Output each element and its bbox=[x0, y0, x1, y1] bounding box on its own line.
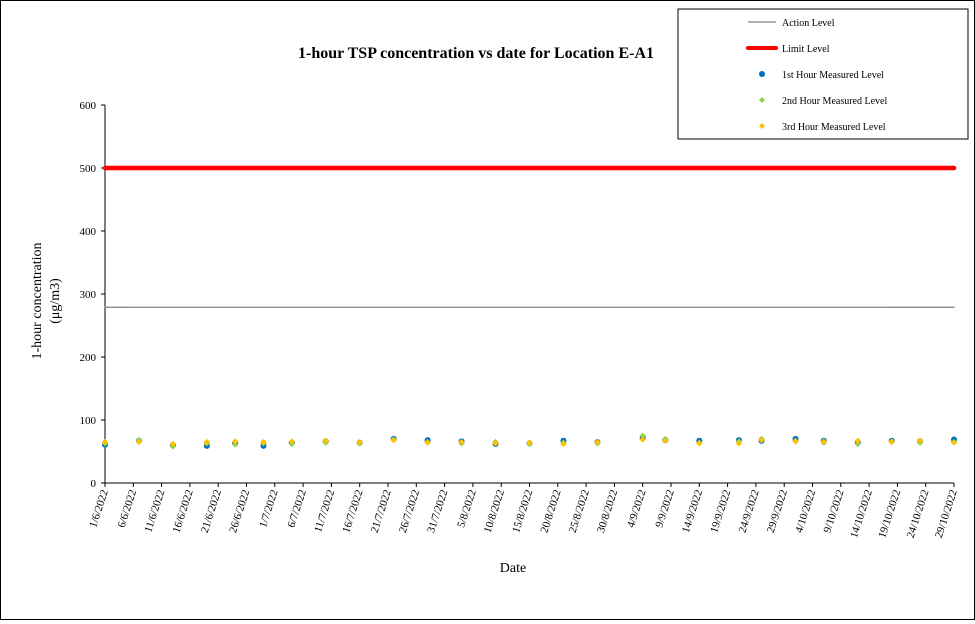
x-tick-label: 16/7/2022 bbox=[340, 488, 365, 534]
x-tick-label: 9/9/2022 bbox=[653, 488, 677, 529]
x-tick-label: 25/8/2022 bbox=[567, 488, 592, 534]
series-3-point bbox=[888, 438, 895, 445]
x-tick-label: 26/6/2022 bbox=[227, 488, 252, 534]
x-tick-label: 20/8/2022 bbox=[538, 488, 563, 534]
legend-limit-level: Limit Level bbox=[782, 44, 830, 55]
chart-title: 1-hour TSP concentration vs date for Loc… bbox=[298, 45, 654, 62]
y-tick-label: 0 bbox=[91, 478, 97, 490]
series-3-point bbox=[560, 440, 567, 448]
x-tick-label: 6/7/2022 bbox=[285, 488, 309, 529]
y-tick-label: 500 bbox=[80, 163, 97, 175]
x-tick-label: 30/8/2022 bbox=[595, 488, 620, 534]
x-tick-label: 11/6/2022 bbox=[142, 488, 167, 534]
series-3-point bbox=[203, 438, 211, 446]
series-3-point bbox=[288, 438, 295, 445]
y-tick-label: 300 bbox=[80, 289, 97, 301]
x-tick-label: 24/10/2022 bbox=[905, 488, 932, 539]
series-3-point bbox=[594, 438, 601, 446]
x-tick-label: 31/7/2022 bbox=[425, 488, 450, 534]
y-tick-label: 600 bbox=[80, 100, 97, 112]
series-3-point bbox=[424, 439, 431, 446]
series-3-point bbox=[662, 437, 669, 444]
x-tick-label: 14/10/2022 bbox=[848, 488, 875, 539]
y-tick-label: 100 bbox=[80, 415, 97, 427]
x-tick-label: 29/10/2022 bbox=[933, 488, 960, 539]
series-3-point bbox=[916, 437, 924, 444]
series-3-point bbox=[169, 440, 177, 448]
x-tick-label: 14/9/2022 bbox=[680, 488, 705, 534]
series-3-point bbox=[792, 438, 799, 445]
series-3-point bbox=[390, 436, 397, 444]
series-3-point bbox=[322, 437, 329, 444]
x-tick-label: 29/9/2022 bbox=[765, 488, 790, 534]
series-3-point bbox=[135, 438, 143, 446]
x-tick-label: 21/7/2022 bbox=[369, 488, 394, 534]
series-3-point bbox=[356, 438, 363, 446]
series-3-point bbox=[101, 438, 109, 446]
x-tick-label: 21/6/2022 bbox=[199, 488, 224, 534]
y-tick-label: 400 bbox=[80, 226, 97, 238]
series-2-point bbox=[639, 432, 646, 439]
series-3-point bbox=[950, 439, 958, 446]
y-axis-unit: (μg/m3) bbox=[48, 278, 63, 324]
x-tick-label: 5/8/2022 bbox=[455, 488, 479, 529]
legend-series-3-marker bbox=[759, 123, 765, 129]
y-axis-title: 1-hour concentration (μg/m3) bbox=[30, 242, 63, 359]
series-3-point bbox=[758, 436, 765, 444]
series-3-point bbox=[639, 436, 646, 443]
legend-series-2: 2nd Hour Measured Level bbox=[782, 96, 887, 107]
legend-series-2-marker bbox=[759, 97, 765, 103]
legend-box bbox=[677, 8, 969, 140]
x-tick-label: 1/6/2022 bbox=[87, 488, 111, 529]
series-3-point bbox=[696, 440, 703, 447]
x-tick-label: 1/7/2022 bbox=[257, 488, 281, 529]
y-axis-label: 1-hour concentration bbox=[30, 242, 45, 359]
series-3-point bbox=[735, 440, 743, 447]
x-tick-label: 19/10/2022 bbox=[876, 488, 903, 539]
series-3-point bbox=[526, 439, 533, 446]
y-tick-label: 200 bbox=[80, 352, 97, 364]
x-tick-label: 6/6/2022 bbox=[116, 488, 140, 529]
series-3-point bbox=[492, 440, 499, 447]
series-3-point bbox=[260, 438, 267, 446]
x-axis-title: Date bbox=[500, 561, 526, 576]
legend-series-1: 1st Hour Measured Level bbox=[782, 70, 884, 81]
x-tick-label: 19/9/2022 bbox=[708, 488, 733, 534]
series-3-point bbox=[854, 437, 861, 444]
x-tick-label: 24/9/2022 bbox=[737, 488, 762, 534]
x-tick-label: 26/7/2022 bbox=[397, 488, 422, 534]
series-3-point bbox=[458, 438, 465, 446]
x-tick-label: 4/10/2022 bbox=[793, 488, 818, 534]
plot-area: 0 100 200 300 400 500 600 1/6/2022 6/6/2022 11/6/… bbox=[80, 100, 960, 540]
x-tick-label: 11/7/2022 bbox=[312, 488, 337, 534]
x-tick-label: 15/8/2022 bbox=[510, 488, 535, 534]
x-tick-label: 10/8/2022 bbox=[482, 488, 507, 534]
x-tick-label: 16/6/2022 bbox=[171, 488, 196, 534]
legend-series-3: 3rd Hour Measured Level bbox=[782, 122, 886, 133]
x-tick-label: 9/10/2022 bbox=[821, 488, 846, 534]
legend: Action Level Limit Level 1st Hour Measur… bbox=[677, 8, 969, 140]
series-3-point bbox=[820, 438, 828, 445]
legend-series-1-marker bbox=[759, 71, 765, 77]
legend-action-level: Action Level bbox=[782, 18, 835, 29]
x-tick-label: 4/9/2022 bbox=[625, 488, 649, 529]
series-3-point bbox=[231, 438, 239, 445]
